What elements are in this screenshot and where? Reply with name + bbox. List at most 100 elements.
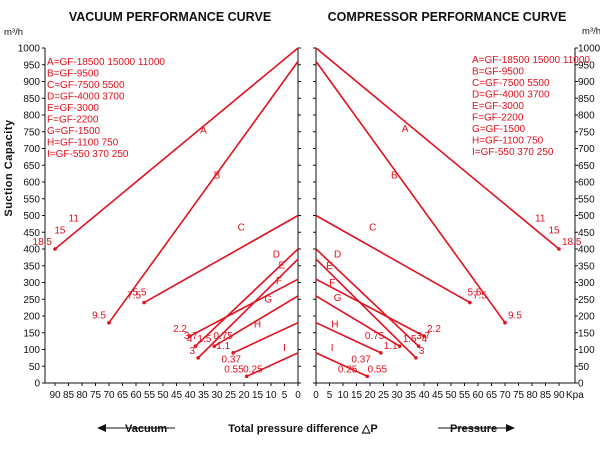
compressor-x-tick-label: 55 [459, 390, 471, 401]
y-unit-left: m³/h [4, 27, 23, 38]
vacuum-series-line-h [232, 321, 299, 354]
compressor-point-label: 0.25 [338, 364, 358, 375]
compressor-x-tick-label: 5 [327, 390, 333, 401]
compressor-legend-entry: G=GF-1500 [472, 124, 526, 135]
vacuum-x-tick-label: 50 [157, 390, 169, 401]
vacuum-series-letter-d: D [273, 249, 280, 260]
vacuum-x-tick-label: 55 [144, 390, 156, 401]
compressor-y-tick-label: 0 [578, 379, 584, 390]
vacuum-x-tick-label: 20 [238, 390, 250, 401]
vacuum-point-label: 7.5 [127, 291, 141, 302]
compressor-y-tick-label: 250 [578, 295, 595, 306]
compressor-x-tick-label: 0 [313, 390, 319, 401]
compressor-x-tick-label: 30 [391, 390, 403, 401]
x-unit-label: Kpa [566, 390, 584, 401]
vacuum-legend-entry: I=GF-550 370 250 [47, 149, 129, 160]
compressor-series-line-d [315, 248, 420, 347]
pressure-label: Pressure [450, 423, 497, 435]
compressor-x-tick-label: 35 [405, 390, 417, 401]
vacuum-legend-entry: H=GF-1100 750 [47, 138, 119, 149]
vacuum-legend-entry: D=GF-4000 3700 [47, 92, 125, 103]
compressor-y-tick-label: 650 [578, 161, 595, 172]
vacuum-point-label: 2.2 [173, 324, 187, 335]
compressor-series-end-d [416, 344, 421, 348]
compressor-y-tick-label: 700 [578, 144, 595, 155]
compressor-series-line-c [315, 214, 471, 304]
vacuum-point-label: 1.1 [216, 341, 230, 352]
compressor-series-end-g [397, 344, 402, 348]
compressor-y-tick-label: 950 [578, 60, 595, 71]
compressor-series-end-f [422, 334, 426, 338]
compressor-y-tick-label: 900 [578, 77, 595, 88]
vacuum-series-end-c [142, 300, 146, 305]
compressor-point-label: 0.75 [365, 331, 385, 342]
vacuum-legend-entry: E=GF-3000 [47, 103, 99, 114]
vacuum-point-label: 1.5 [197, 334, 211, 345]
compressor-y-tick-label: 200 [578, 312, 595, 323]
vacuum-y-tick-label: 400 [23, 245, 40, 256]
vacuum-x-tick-label: 10 [265, 390, 277, 401]
vacuum-y-tick-label: 850 [23, 94, 40, 105]
vacuum-point-label: 18.5 [33, 237, 53, 248]
vacuum-series-letter-g: G [264, 295, 272, 306]
vacuum-point-label: 0.25 [243, 364, 263, 375]
vacuum-y-tick-label: 300 [23, 278, 40, 289]
compressor-point-label: 0.37 [351, 354, 371, 365]
vacuum-series-line-f [189, 278, 299, 337]
y-unit-right: m³/h [582, 26, 600, 37]
compressor-series-end-b [503, 320, 507, 325]
vacuum-y-tick-label: 750 [23, 127, 40, 138]
compressor-x-tick-label: 10 [337, 390, 349, 401]
compressor-series-line-e [315, 258, 417, 359]
vacuum-x-tick-label: 65 [117, 390, 129, 401]
compressor-y-tick-label: 550 [578, 194, 595, 205]
vacuum-y-tick-label: 900 [23, 77, 40, 88]
vacuum-series-letter-i: I [283, 343, 286, 354]
vacuum-series-letter-h: H [254, 320, 261, 331]
vacuum-y-tick-label: 650 [23, 161, 40, 172]
compressor-y-tick-label: 500 [578, 211, 595, 222]
vacuum-series-end-a [53, 247, 57, 251]
vacuum-series-line-b [108, 60, 299, 324]
compressor-y-tick-label: 800 [578, 111, 595, 122]
compressor-x-tick-label: 15 [351, 390, 363, 401]
compressor-series-line-f [315, 278, 425, 337]
compressor-series-letter-e: E [326, 261, 333, 272]
vacuum-x-tick-label: 40 [184, 390, 196, 401]
compressor-y-tick-label: 400 [578, 245, 595, 256]
vacuum-x-tick-label: 15 [252, 390, 264, 401]
vacuum-point-label: 0.55 [224, 364, 244, 375]
compressor-legend-entry: A=GF-18500 15000 11000 [472, 55, 590, 66]
compressor-series-line-a [315, 47, 560, 250]
compressor-legend-entry: I=GF-550 370 250 [472, 147, 554, 158]
compressor-series-end-a [557, 247, 561, 251]
vacuum-point-label: 4 [187, 334, 193, 345]
compressor-legend-entry: H=GF-1100 750 [472, 136, 544, 147]
vacuum-series-end-b [107, 320, 111, 325]
vacuum-series-end-d [193, 344, 198, 348]
compressor-chart-title: COMPRESSOR PERFORMANCE CURVE [328, 10, 567, 24]
vacuum-y-tick-label: 0 [34, 379, 40, 390]
vacuum-x-tick-label: 30 [211, 390, 223, 401]
vacuum-series-letter-a: A [200, 125, 207, 136]
compressor-x-tick-label: 90 [553, 390, 565, 401]
vacuum-y-tick-label: 600 [23, 178, 40, 189]
compressor-point-label: 0.55 [368, 364, 388, 375]
vacuum-x-tick-label: 90 [49, 390, 61, 401]
compressor-series-letter-i: I [331, 343, 334, 354]
vacuum-y-tick-label: 350 [23, 261, 40, 272]
compressor-point-label: 11 [535, 214, 546, 225]
vacuum-chart-title: VACUUM PERFORMANCE CURVE [69, 10, 271, 24]
vacuum-point-label: 0.37 [222, 354, 242, 365]
compressor-x-tick-label: 20 [364, 390, 376, 401]
compressor-point-label: 3 [419, 346, 425, 357]
vacuum-series-end-f [188, 334, 192, 338]
vacuum-y-tick-label: 450 [23, 228, 40, 239]
vacuum-y-tick-label: 700 [23, 144, 40, 155]
compressor-y-tick-label: 450 [578, 228, 595, 239]
vacuum-x-tick-label: 70 [103, 390, 115, 401]
compressor-series-letter-h: H [331, 320, 338, 331]
compressor-point-label: 2.2 [427, 324, 441, 335]
vacuum-x-tick-label: 25 [225, 390, 237, 401]
compressor-x-tick-label: 80 [526, 390, 538, 401]
